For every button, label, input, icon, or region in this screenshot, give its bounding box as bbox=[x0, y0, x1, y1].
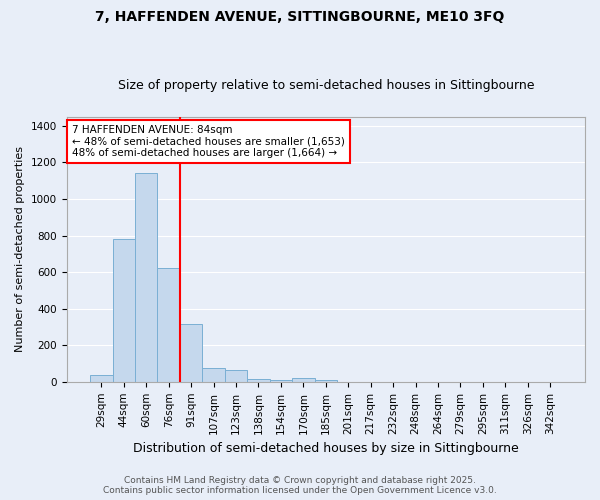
Bar bbox=[314, 380, 337, 382]
X-axis label: Distribution of semi-detached houses by size in Sittingbourne: Distribution of semi-detached houses by … bbox=[133, 442, 518, 455]
Text: 7, HAFFENDEN AVENUE, SITTINGBOURNE, ME10 3FQ: 7, HAFFENDEN AVENUE, SITTINGBOURNE, ME10… bbox=[95, 10, 505, 24]
Bar bbox=[90, 376, 113, 382]
Bar bbox=[269, 380, 292, 382]
Bar bbox=[180, 324, 202, 382]
Bar bbox=[202, 368, 225, 382]
Bar bbox=[113, 239, 135, 382]
Text: 7 HAFFENDEN AVENUE: 84sqm
← 48% of semi-detached houses are smaller (1,653)
48% : 7 HAFFENDEN AVENUE: 84sqm ← 48% of semi-… bbox=[72, 124, 344, 158]
Y-axis label: Number of semi-detached properties: Number of semi-detached properties bbox=[15, 146, 25, 352]
Bar bbox=[225, 370, 247, 382]
Bar bbox=[135, 172, 157, 382]
Title: Size of property relative to semi-detached houses in Sittingbourne: Size of property relative to semi-detach… bbox=[118, 79, 534, 92]
Bar bbox=[292, 378, 314, 382]
Bar bbox=[157, 268, 180, 382]
Text: Contains HM Land Registry data © Crown copyright and database right 2025.
Contai: Contains HM Land Registry data © Crown c… bbox=[103, 476, 497, 495]
Bar bbox=[247, 379, 269, 382]
